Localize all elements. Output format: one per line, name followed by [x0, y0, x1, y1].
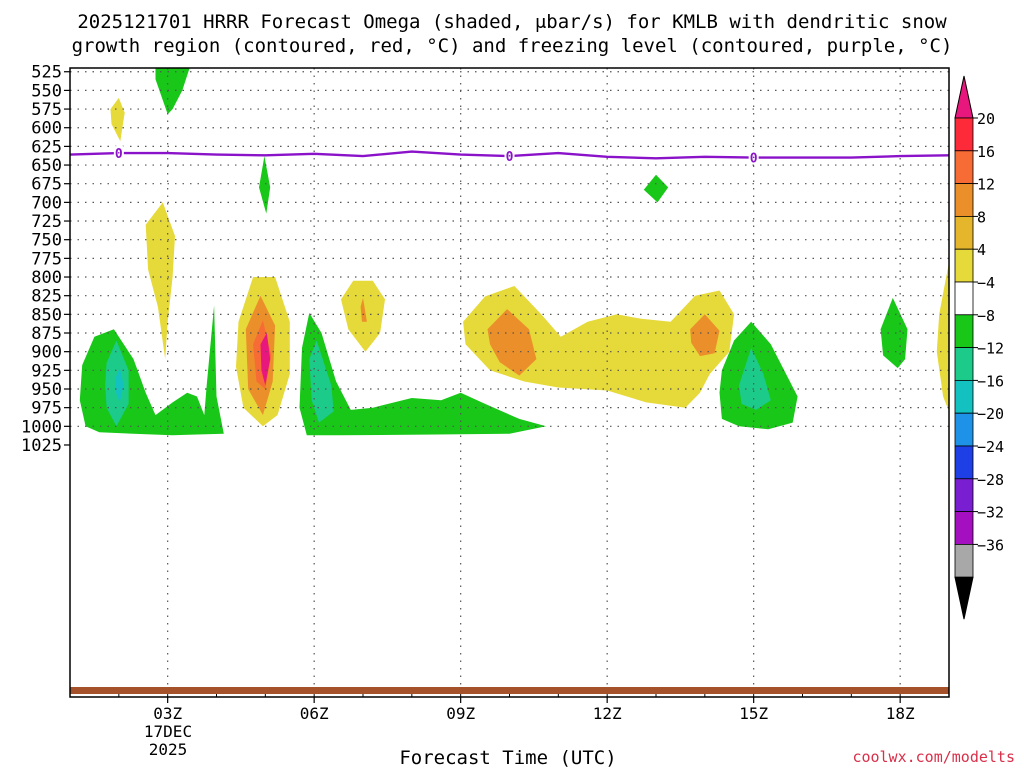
colorbar: 20 16 12 8 4 −4 −8 −12 −16 −20 −24 −28 −32 −36: [954, 75, 1004, 620]
y-tick-label-900: 900: [31, 343, 62, 363]
chart-title-line2: growth region (contoured, red, °C) and f…: [72, 35, 953, 57]
freezing-level-label: 0: [506, 150, 514, 165]
omega-region-green-06z-11z: [299, 312, 547, 436]
x-axis-title: Forecast Time (UTC): [399, 747, 616, 768]
y-tick-label-550: 550: [31, 81, 62, 101]
omega-region-yellow-09z-14z: [463, 286, 735, 408]
y-tick-label-650: 650: [31, 156, 62, 176]
y-tick-label-700: 700: [31, 193, 62, 213]
plot-area: 0 0 0: [69, 67, 950, 698]
omega-region-yellow-19z-edge: [936, 262, 949, 412]
freezing-label-bg-0: [113, 146, 124, 161]
plot-frame: [69, 67, 950, 698]
colorbar-label-4: 4: [977, 241, 986, 259]
y-tick-label-850: 850: [31, 305, 62, 325]
date-label: 17DEC: [144, 722, 192, 741]
omega-region-green-05z-sliver: [259, 156, 271, 214]
x-axis: 03Z 06Z 09Z 12Z 15Z 18Z: [153, 697, 915, 723]
y-tick-label-600: 600: [31, 119, 62, 139]
ground-surface: [70, 687, 949, 694]
x-tick-label-15Z: 15Z: [739, 704, 768, 723]
y-tick-label-975: 975: [31, 399, 62, 419]
x-tick-label-18Z: 18Z: [886, 704, 915, 723]
colorbar-bin-12: [954, 511, 974, 545]
omega-region-orange-07z: [360, 297, 367, 322]
omega-region-green-13z: [643, 174, 669, 203]
colorbar-bin-10: [954, 445, 974, 480]
colorbar-label-12: −32: [977, 504, 1004, 522]
x-tick-label-09Z: 09Z: [446, 704, 475, 723]
credit-link[interactable]: coolwx.com/modelts: [852, 748, 1015, 766]
colorbar-bin-5: [954, 281, 974, 316]
freezing-label-bg-2: [748, 150, 759, 165]
y-tick-label-1025: 1025: [21, 436, 62, 456]
colorbar-bin-1: [954, 150, 974, 185]
y-tick-label-675: 675: [31, 175, 62, 195]
colorbar-top-arrow: [954, 75, 974, 119]
omega-region-yellow-580-02z: [110, 97, 125, 142]
y-tick-label-625: 625: [31, 137, 62, 157]
colorbar-label-2: 12: [977, 176, 995, 194]
omega-region-teal-02z-inner: [115, 368, 124, 403]
colorbar-label-6: −8: [977, 307, 995, 325]
freezing-level-label: 0: [750, 152, 758, 167]
y-axis: 5255505756006256506757007257507758008258…: [21, 63, 70, 456]
colorbar-label-11: −28: [977, 471, 1004, 489]
colorbar-bin-11: [954, 478, 974, 512]
y-tick-label-875: 875: [31, 324, 62, 344]
freezing-level-label: 0: [115, 147, 123, 162]
colorbar-bin-9: [954, 412, 974, 447]
plot-background: [70, 68, 949, 697]
colorbar-label-1: 16: [977, 143, 995, 161]
colorbar-bottom-arrow: [954, 576, 974, 620]
y-tick-label-750: 750: [31, 231, 62, 251]
colorbar-label-9: −20: [977, 405, 1004, 423]
y-tick-label-575: 575: [31, 100, 62, 120]
y-tick-label-775: 775: [31, 249, 62, 269]
colorbar-label-7: −12: [977, 340, 1004, 358]
colorbar-bin-4: [954, 248, 974, 283]
colorbar-label-10: −24: [977, 438, 1004, 456]
omega-region-teal-15z: [739, 347, 771, 410]
y-tick-label-800: 800: [31, 268, 62, 288]
freezing-label-bg-1: [504, 149, 515, 164]
colorbar-bin-2: [954, 183, 974, 217]
colorbar-bin-0: [954, 117, 974, 152]
omega-region-green-18z: [880, 297, 908, 369]
y-tick-label-525: 525: [31, 63, 62, 83]
omega-region-magenta-05z: [260, 333, 271, 386]
colorbar-bin-3: [954, 215, 974, 250]
y-tick-label-1000: 1000: [21, 417, 62, 437]
omega-region-orange-10z: [487, 309, 537, 376]
colorbar-label-0: 20: [977, 110, 995, 128]
colorbar-bin-7: [954, 347, 974, 381]
freezing-level: 0 0 0: [69, 146, 950, 167]
colorbar-bin-13: [954, 544, 974, 578]
colorbar-bin-8: [954, 379, 974, 414]
year-label: 2025: [149, 740, 188, 759]
y-tick-label-950: 950: [31, 380, 62, 400]
y-tick-label-925: 925: [31, 361, 62, 381]
x-tick-label-03Z: 03Z: [153, 704, 182, 723]
omega-region-teal-06z: [309, 340, 334, 423]
x-tick-label-12Z: 12Z: [593, 704, 622, 723]
x-tick-label-06Z: 06Z: [300, 704, 329, 723]
colorbar-bin-6: [954, 314, 974, 348]
y-tick-label-825: 825: [31, 287, 62, 307]
omega-region-green-top-03z: [155, 68, 190, 115]
colorbar-label-5: −4: [977, 274, 995, 292]
colorbar-label-3: 8: [977, 208, 986, 226]
omega-shading: [79, 68, 949, 436]
y-tick-label-725: 725: [31, 212, 62, 232]
omega-region-orange-14z: [690, 314, 720, 357]
chart-title-line1: 2025121701 HRRR Forecast Omega (shaded, …: [77, 11, 947, 33]
colorbar-label-13: −36: [977, 536, 1004, 554]
colorbar-label-8: −16: [977, 372, 1004, 390]
